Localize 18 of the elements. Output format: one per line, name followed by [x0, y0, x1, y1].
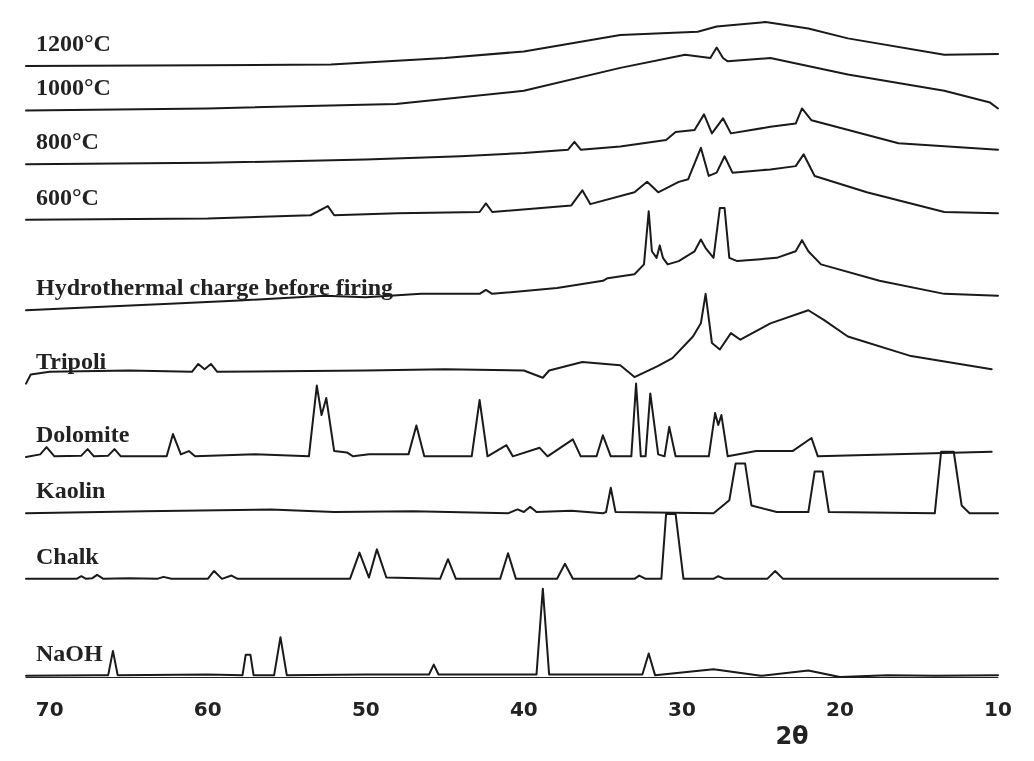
series-label: Kaolin [36, 477, 106, 504]
x-tick-label: 20 [826, 697, 854, 722]
series-label: Tripoli [36, 347, 107, 374]
x-axis-title: 2θ [775, 722, 809, 750]
series-label: 1000°C [36, 74, 111, 101]
series-label: Chalk [36, 542, 100, 569]
x-tick-label: 50 [351, 697, 380, 722]
x-tick-label: 10 [984, 697, 1012, 722]
x-tick-label: 30 [667, 697, 696, 722]
series-label: NaOH [36, 639, 103, 666]
series-label: 800°C [36, 128, 99, 155]
x-tick-label: 40 [509, 697, 538, 722]
series-label: 600°C [36, 183, 99, 210]
series-label: 1200°C [36, 29, 111, 56]
series-label: Hydrothermal charge before firing [36, 274, 394, 301]
x-tick-label: 60 [193, 697, 222, 722]
x-tick-label: 70 [35, 697, 64, 722]
series-label: Dolomite [36, 420, 130, 447]
